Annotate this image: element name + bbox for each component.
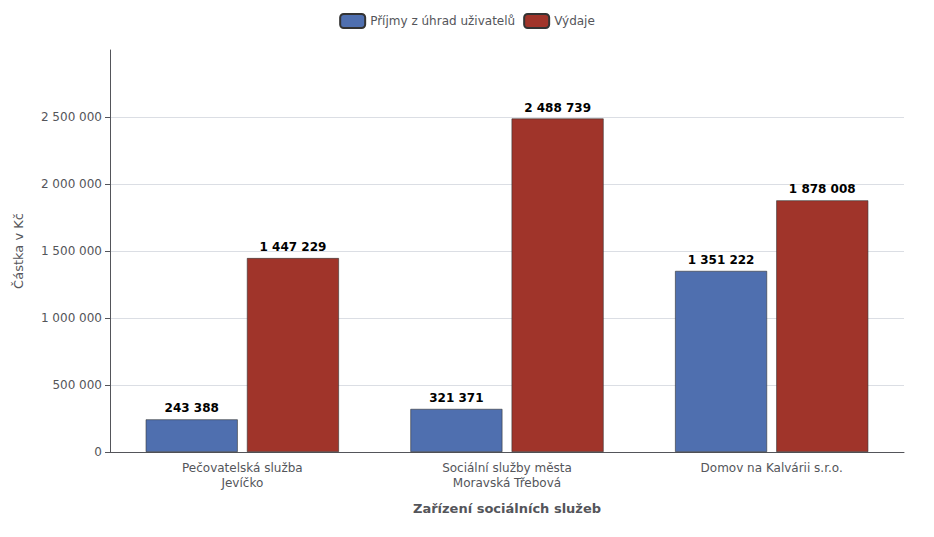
- svg-text:Moravská Třebová: Moravská Třebová: [453, 476, 561, 490]
- svg-text:1 351 222: 1 351 222: [688, 253, 755, 267]
- svg-text:Příjmy z úhrad uživatelů: Příjmy z úhrad uživatelů: [370, 14, 515, 28]
- svg-text:1 500 000: 1 500 000: [41, 244, 102, 258]
- svg-text:Jevíčko: Jevíčko: [220, 476, 263, 490]
- svg-text:321 371: 321 371: [429, 391, 483, 405]
- svg-text:2 500 000: 2 500 000: [41, 110, 102, 124]
- svg-text:Sociální služby města: Sociální služby města: [442, 461, 572, 475]
- svg-text:243 388: 243 388: [165, 401, 219, 415]
- svg-text:Částka v Kč: Částka v Kč: [11, 213, 26, 289]
- svg-text:500 000: 500 000: [52, 378, 102, 392]
- svg-text:Výdaje: Výdaje: [554, 14, 595, 28]
- svg-text:1 447 229: 1 447 229: [260, 240, 327, 254]
- svg-text:Domov na Kalvárii s.r.o.: Domov na Kalvárii s.r.o.: [701, 461, 843, 475]
- svg-text:Zařízení sociálních služeb: Zařízení sociálních služeb: [413, 501, 601, 516]
- svg-text:2 488 739: 2 488 739: [524, 101, 591, 115]
- svg-text:0: 0: [94, 445, 102, 459]
- svg-text:Pečovatelská služba: Pečovatelská služba: [182, 461, 303, 475]
- svg-text:1 000 000: 1 000 000: [41, 311, 102, 325]
- svg-text:2 000 000: 2 000 000: [41, 177, 102, 191]
- svg-text:1 878 008: 1 878 008: [789, 182, 856, 196]
